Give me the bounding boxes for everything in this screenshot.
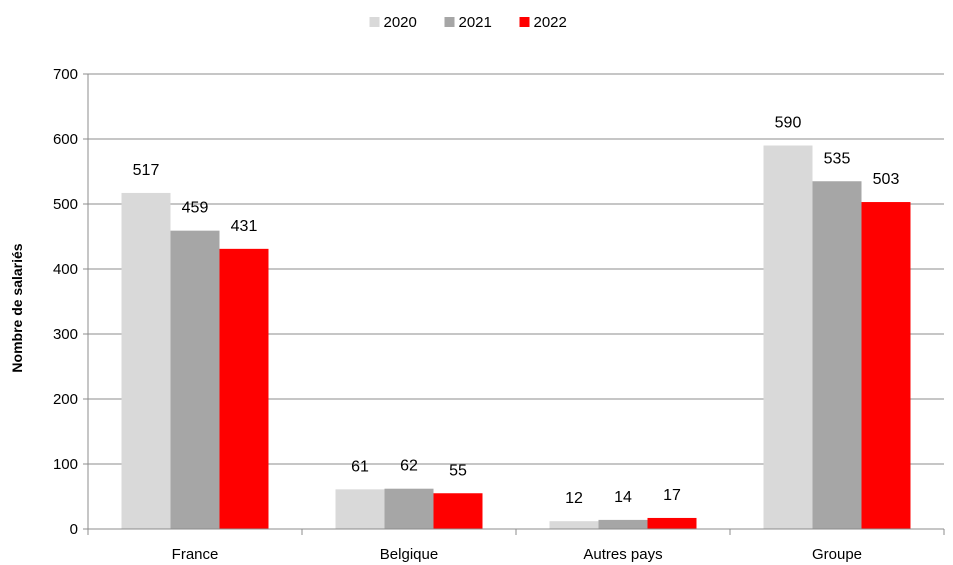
y-tick-label: 400 bbox=[53, 261, 78, 278]
legend-swatch-2022 bbox=[519, 17, 530, 27]
legend-swatch-2021 bbox=[444, 17, 455, 27]
bar-2020-groupe bbox=[763, 145, 813, 529]
bar-2021-france bbox=[170, 230, 220, 529]
x-tick-label: Groupe bbox=[812, 546, 862, 563]
data-label: 459 bbox=[182, 200, 209, 217]
bar-2022-autres-pays bbox=[647, 517, 697, 529]
data-label: 517 bbox=[133, 162, 160, 179]
x-tick-label: Autres pays bbox=[583, 546, 662, 563]
y-tick-label: 200 bbox=[53, 391, 78, 408]
data-label: 12 bbox=[565, 490, 583, 507]
y-tick-label: 300 bbox=[53, 326, 78, 343]
bar-2021-groupe bbox=[812, 181, 862, 529]
y-tick-label: 500 bbox=[53, 196, 78, 213]
data-label: 431 bbox=[231, 218, 258, 235]
data-label: 535 bbox=[824, 150, 851, 167]
data-label: 14 bbox=[614, 489, 632, 506]
legend-label-2022: 2022 bbox=[534, 14, 567, 31]
y-tick-label: 600 bbox=[53, 131, 78, 148]
y-tick-label: 100 bbox=[53, 456, 78, 473]
bar-2020-belgique bbox=[335, 489, 385, 529]
y-axis-title: Nombre de salariés bbox=[9, 243, 25, 372]
bars bbox=[121, 145, 911, 530]
bar-2020-autres-pays bbox=[549, 521, 599, 529]
bar-2022-france bbox=[219, 248, 269, 529]
x-tick-label: Belgique bbox=[380, 546, 438, 563]
x-tick-label: France bbox=[172, 546, 219, 563]
bar-2022-groupe bbox=[861, 202, 911, 530]
bar-2020-france bbox=[121, 192, 171, 529]
axes bbox=[83, 73, 945, 535]
y-tick-label: 700 bbox=[53, 66, 78, 83]
data-label: 17 bbox=[663, 487, 681, 504]
chart-legend: 2020 2021 2022 bbox=[369, 14, 567, 31]
bar-2022-belgique bbox=[433, 493, 483, 529]
data-label: 590 bbox=[775, 115, 802, 132]
legend-swatch-2020 bbox=[369, 17, 380, 27]
legend-label-2021: 2021 bbox=[459, 14, 492, 31]
bar-2021-autres-pays bbox=[598, 519, 648, 529]
data-label: 61 bbox=[351, 458, 369, 475]
data-label: 62 bbox=[400, 458, 418, 475]
labels: 0 100 200 300 400 500 600 700 517 459 431 France 61 6… bbox=[53, 66, 899, 563]
data-label: 503 bbox=[873, 171, 900, 188]
y-tick-label: 0 bbox=[70, 521, 78, 538]
legend-label-2020: 2020 bbox=[384, 14, 417, 31]
bar-2021-belgique bbox=[384, 488, 434, 529]
data-label: 55 bbox=[449, 462, 467, 479]
